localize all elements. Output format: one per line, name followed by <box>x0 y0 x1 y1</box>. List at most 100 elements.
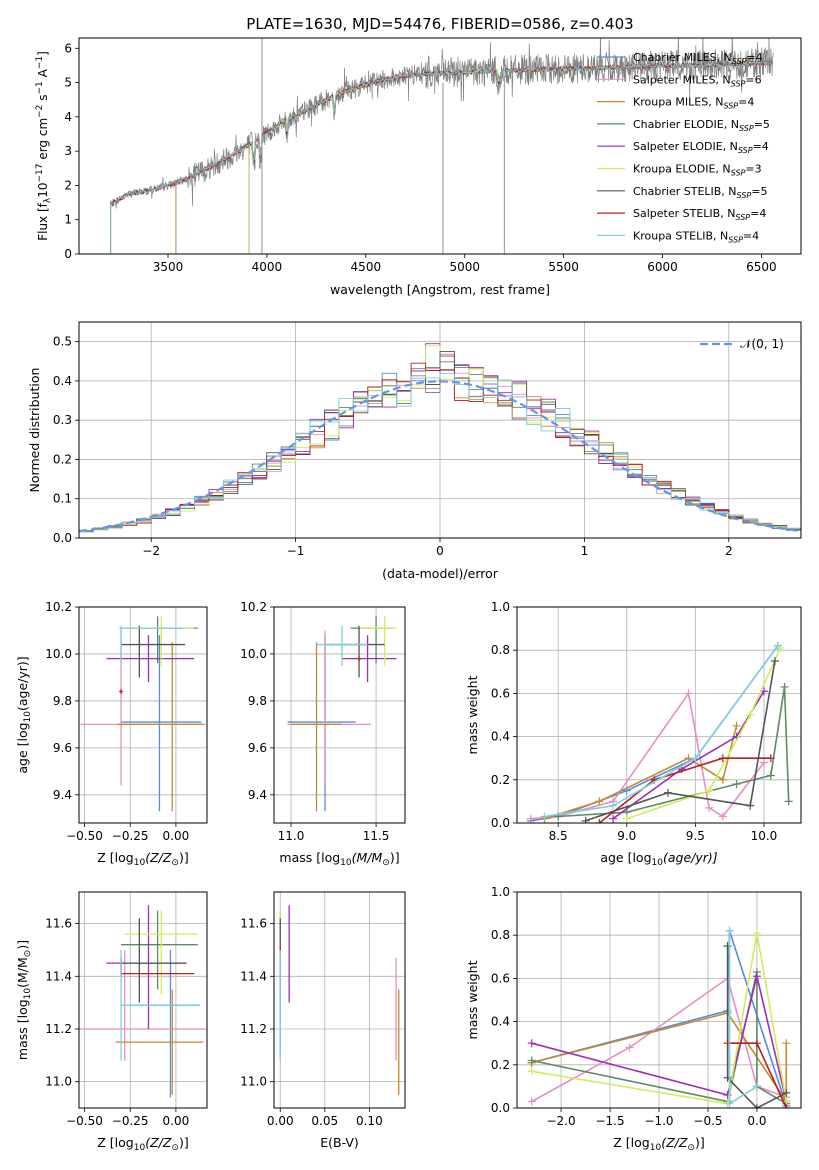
plot-area-mass-vs-ebv <box>274 892 405 1108</box>
weight-marker <box>718 775 727 784</box>
axes-residuals: −2 −1 0 1 2 0.0 0.1 0.2 0.3 0.4 0.5 (data-model)/er… <box>27 321 802 581</box>
histogram-kroupa-stelib <box>79 373 801 533</box>
y-tick-label: 10.0 <box>240 647 267 661</box>
legend-entry: 𝒩(0, 1) <box>740 337 784 351</box>
x-tick-label: 0 <box>436 544 444 558</box>
x-axis-label: age [log10(age/yr)] <box>600 850 717 868</box>
legend-entry: Chabrier STELIB, NSSP=5 <box>633 185 767 200</box>
legend-entry: Chabrier MILES, NSSP=4 <box>633 51 763 66</box>
x-axis-label: Z [log10(Z/Z⊙)] <box>97 1135 188 1153</box>
errorbar-chabrier-stelib <box>121 918 186 1003</box>
errorbar-kroupa-stelib <box>120 949 198 1061</box>
x-tick-label: 8.5 <box>549 829 568 843</box>
weight-marker <box>766 754 775 763</box>
axes-frame <box>78 606 208 824</box>
legend-entry: Kroupa STELIB, NSSP=4 <box>633 229 759 244</box>
y-axis-label: mass weight <box>465 960 480 1039</box>
errorbar-kroupa-elodie <box>124 910 198 995</box>
y-tick-label: 9.6 <box>248 741 267 755</box>
plot-area-age-vs-mass <box>274 607 405 823</box>
x-tick-label: 10.0 <box>751 829 778 843</box>
y-tick-label: 9.8 <box>248 694 267 708</box>
weight-marker <box>527 1067 536 1076</box>
weight-marker <box>527 1056 536 1065</box>
x-tick-label: 5000 <box>449 260 480 274</box>
errorbar-chabrier-elodie <box>121 910 198 990</box>
weight-marker <box>766 771 775 780</box>
y-tick-label: 0.1 <box>53 492 72 506</box>
weight-marker <box>752 1082 761 1091</box>
weight-marker <box>770 657 779 665</box>
x-tick-label: 2 <box>725 544 733 558</box>
x-tick-label: −0.25 <box>112 829 149 843</box>
weight-marker <box>526 814 535 823</box>
x-tick-label: 9.0 <box>617 829 636 843</box>
weight-series-kroupa-stelib <box>725 926 761 1108</box>
legend-entry: Salpeter ELODIE, NSSP=4 <box>633 140 769 155</box>
x-tick-label: 0.05 <box>311 1114 338 1128</box>
y-tick-label: 0.6 <box>491 971 510 985</box>
y-tick-label: 0.5 <box>53 335 72 349</box>
y-tick-label: 11.2 <box>240 1022 267 1036</box>
axes-mass-vs-ebv: 0.00 0.05 0.10 11.0 11.2 11.4 11.6 E(B-V) <box>240 891 406 1150</box>
errorbar-kroupa-elodie <box>359 616 397 666</box>
axes-age-vs-mass: 11.0 11.5 9.4 9.6 9.8 10.0 10.2 mass [log10(M/M… <box>240 600 406 868</box>
weight-marker <box>595 797 604 806</box>
y-tick-label: 0.0 <box>491 1101 510 1115</box>
x-axis-label: E(B-V) <box>320 1135 359 1150</box>
x-tick-label: −1.5 <box>595 1114 624 1128</box>
weight-marker <box>691 754 700 763</box>
x-tick-label: 4500 <box>351 260 382 274</box>
x-tick-label: 6500 <box>746 260 777 274</box>
weight-marker <box>746 801 755 810</box>
axes-frame <box>78 37 802 255</box>
weight-marker <box>773 641 782 650</box>
x-axis-label: Z [log10(Z/Z⊙)] <box>97 850 188 868</box>
weight-marker <box>609 814 618 823</box>
weight-line <box>531 930 788 1107</box>
y-tick-label: 1 <box>64 213 72 227</box>
y-tick-label: 5 <box>64 76 72 90</box>
x-tick-label: 0.00 <box>163 829 190 843</box>
y-tick-label: 9.6 <box>53 741 72 755</box>
weight-marker <box>527 1039 536 1048</box>
errorbar-kroupa-miles <box>115 989 204 1095</box>
y-tick-label: 0.0 <box>491 816 510 830</box>
y-tick-label: 11.0 <box>45 1075 72 1089</box>
weight-line <box>726 946 787 1108</box>
weight-marker <box>625 1043 634 1052</box>
normal-curve <box>79 380 801 533</box>
x-tick-label: 0.10 <box>356 1114 383 1128</box>
y-tick-label: 9.8 <box>53 694 72 708</box>
legend-entry: Chabrier ELODIE, NSSP=5 <box>633 118 770 133</box>
axes-mass-vs-z: −0.50 −0.25 0.00 11.0 11.2 11.4 11.6 Z [log10(Z… <box>15 891 208 1153</box>
weight-marker <box>718 754 727 763</box>
y-tick-label: 10.0 <box>45 647 72 661</box>
axes-frame <box>273 891 406 1109</box>
axes-frame <box>78 321 802 539</box>
weight-marker <box>705 786 714 795</box>
axes-spectrum: 3500 4000 4500 5000 5500 6000 6500 0 1 2 3 4 5 6 wavel… <box>35 37 802 297</box>
y-axis-label: Normed distribution <box>27 368 42 493</box>
histogram-chabrier-stelib <box>79 350 801 532</box>
y-tick-label: 11.0 <box>240 1075 267 1089</box>
y-tick-label: 0.2 <box>491 773 510 787</box>
x-tick-label: −0.5 <box>693 1114 722 1128</box>
x-axis-label: mass [log10(M/M⊙)] <box>279 850 399 868</box>
plot-area-residuals <box>79 322 801 538</box>
x-tick-label: −2.0 <box>546 1114 575 1128</box>
weight-marker <box>540 812 549 821</box>
plot-area-age-vs-z <box>79 607 207 823</box>
weight-line <box>598 757 771 823</box>
plot-area-weight-vs-age <box>517 607 801 823</box>
errorbar-chabrier-stelib <box>121 625 186 678</box>
weight-series-salpeter-stelib <box>723 1039 791 1108</box>
figure-title: PLATE=1630, MJD=54476, FIBERID=0586, z=0… <box>246 15 633 33</box>
y-tick-label: 0.2 <box>53 452 72 466</box>
x-tick-label: 11.0 <box>278 829 305 843</box>
legend-entry: Salpeter STELIB, NSSP=4 <box>633 207 766 222</box>
y-tick-label: 0 <box>64 247 72 261</box>
y-tick-label: 11.4 <box>240 969 267 983</box>
errorbar-salpeter-elodie <box>342 635 397 683</box>
